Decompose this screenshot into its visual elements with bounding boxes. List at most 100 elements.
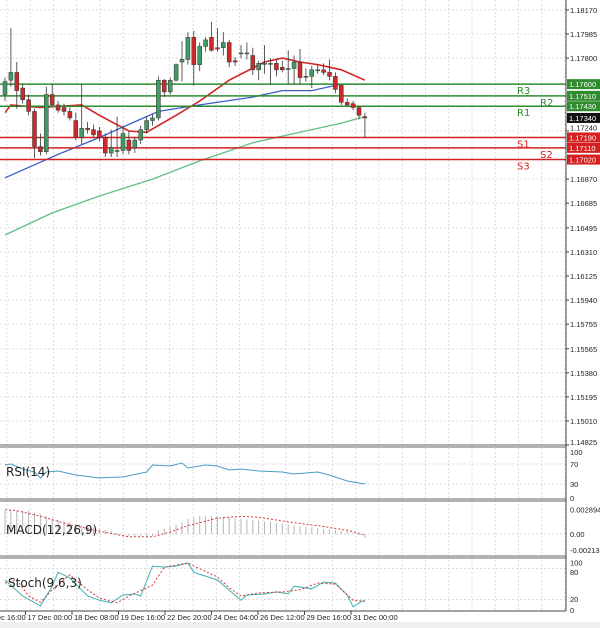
- macd-tick-label: 0.00: [570, 530, 585, 539]
- candle-body: [285, 68, 291, 70]
- candle: [97, 127, 102, 142]
- candle-body: [26, 99, 31, 112]
- candle: [49, 84, 55, 107]
- candle: [297, 49, 303, 85]
- candle-body: [238, 52, 244, 55]
- stoch-tick-label: 100: [570, 558, 583, 567]
- candle-body: [250, 55, 256, 71]
- grid: [0, 0, 566, 611]
- candle-body: [2, 81, 8, 95]
- moving-average-ma_mid: [4, 83, 365, 179]
- time-tick-label: 26 Dec 12:00: [260, 613, 305, 622]
- candle: [327, 59, 332, 81]
- candle-body: [256, 63, 261, 71]
- candle-body: [32, 111, 37, 147]
- candle-body: [280, 66, 285, 71]
- macd-signal-line: [4, 509, 366, 538]
- price-tick-label: 1.17800: [570, 54, 597, 63]
- candle: [162, 78, 167, 98]
- candle: [291, 55, 297, 85]
- candle: [262, 45, 267, 74]
- candle: [26, 94, 31, 116]
- time-tick-label: 17 Dec 00:00: [28, 613, 73, 622]
- price-tick-label: 1.16495: [570, 224, 597, 233]
- price-tick-label: 1.15380: [570, 369, 597, 378]
- price-tick-label: 1.15195: [570, 393, 597, 402]
- time-tick-label: 19 Dec 16:00: [121, 613, 166, 622]
- candle-body: [321, 69, 326, 73]
- candle-body: [268, 63, 273, 65]
- candle: [67, 107, 73, 121]
- price-tick-label: 1.16870: [570, 175, 597, 184]
- candle-body: [91, 129, 96, 136]
- candle-body: [209, 37, 214, 51]
- level-label-r2: R2: [540, 98, 553, 109]
- level-label-s3: S3: [517, 162, 530, 173]
- candle: [167, 77, 173, 95]
- price-tick-label: 1.14825: [570, 438, 597, 447]
- price-tick-label: 1.18170: [570, 6, 597, 15]
- candle-body: [191, 37, 197, 65]
- candle: [356, 106, 362, 120]
- candle-body: [356, 107, 362, 116]
- candle-body: [297, 61, 303, 78]
- candle: [215, 28, 220, 52]
- macd-label: MACD(12,26,9): [6, 523, 97, 537]
- time-tick-label: 18 Dec 08:00: [74, 613, 119, 622]
- candle: [20, 84, 25, 104]
- level-r1-box: [567, 101, 600, 112]
- candle-body: [173, 64, 179, 81]
- candle-body: [85, 128, 90, 130]
- candle-body: [126, 139, 132, 151]
- price-tick-label: 1.16310: [570, 248, 597, 257]
- candle-body: [221, 42, 226, 48]
- candle-body: [55, 104, 61, 111]
- level-label-s1: S1: [517, 139, 530, 150]
- candle: [132, 137, 138, 154]
- price-tick-label: 1.17985: [570, 30, 597, 39]
- candle: [2, 77, 8, 102]
- price-tick-label: 1.17240: [570, 123, 597, 132]
- rsi-tick-label: 100: [570, 448, 583, 457]
- level-label-r1: R1: [517, 108, 530, 119]
- candle-body: [132, 139, 138, 149]
- candle: [339, 84, 344, 105]
- candle: [256, 60, 261, 81]
- candle-body: [44, 94, 49, 153]
- candle: [209, 21, 214, 52]
- candle-body: [362, 116, 368, 119]
- candle: [185, 32, 191, 65]
- level-r3-value: 1.17600: [569, 80, 596, 89]
- level-label-r3: R3: [517, 86, 530, 97]
- candle-body: [262, 63, 267, 65]
- stoch-tick-label: 20: [570, 595, 578, 604]
- stoch-tick-label: 0: [570, 606, 574, 615]
- time-tick-label: 16 Dec 16:00: [0, 613, 26, 622]
- level-s2-value: 1.17110: [569, 144, 596, 153]
- candle: [203, 37, 208, 52]
- candle: [108, 129, 114, 157]
- candle: [350, 101, 356, 111]
- candle-body: [185, 37, 191, 60]
- candle: [191, 30, 197, 86]
- price-tick-label: 1.16685: [570, 199, 597, 208]
- candle-body: [162, 79, 167, 93]
- candle: [79, 84, 84, 144]
- level-r2-box: [567, 90, 600, 101]
- candle: [114, 116, 120, 157]
- candle: [280, 60, 285, 73]
- candle-body: [232, 60, 238, 63]
- candle-body: [73, 120, 79, 138]
- candle: [14, 62, 20, 109]
- candle-body: [49, 94, 55, 106]
- candle-body: [120, 133, 126, 151]
- candle-body: [197, 46, 202, 65]
- candle: [303, 68, 309, 82]
- candle: [38, 133, 43, 156]
- level-r1-value: 1.17430: [569, 102, 596, 111]
- moving-average-ma_slow: [4, 115, 366, 236]
- rsi-tick-label: 0: [570, 494, 574, 503]
- candle-body: [327, 72, 332, 77]
